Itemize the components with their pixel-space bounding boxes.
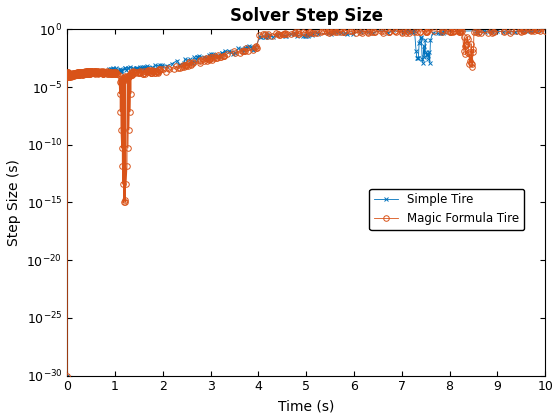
Magic Formula Tire — [64, 373, 71, 378]
Simple Tire — [535, 27, 542, 32]
Simple Tire — [379, 27, 386, 32]
Simple Tire — [64, 373, 71, 378]
Simple Tire — [64, 72, 71, 77]
Legend: Simple Tire, Magic Formula Tire: Simple Tire, Magic Formula Tire — [370, 189, 524, 230]
X-axis label: Time (s): Time (s) — [278, 399, 334, 413]
Simple Tire — [66, 74, 72, 79]
Magic Formula Tire — [541, 29, 548, 34]
Magic Formula Tire — [329, 29, 336, 34]
Simple Tire — [74, 73, 81, 78]
Magic Formula Tire — [82, 69, 88, 74]
Magic Formula Tire — [440, 27, 447, 32]
Simple Tire — [77, 71, 83, 76]
Simple Tire — [68, 72, 74, 77]
Simple Tire — [76, 70, 83, 75]
Line: Magic Formula Tire: Magic Formula Tire — [64, 27, 547, 378]
Magic Formula Tire — [140, 71, 147, 76]
Title: Solver Step Size: Solver Step Size — [230, 7, 382, 25]
Magic Formula Tire — [411, 29, 418, 34]
Magic Formula Tire — [351, 28, 357, 33]
Y-axis label: Step Size (s): Step Size (s) — [7, 159, 21, 246]
Magic Formula Tire — [119, 77, 125, 82]
Line: Simple Tire: Simple Tire — [65, 27, 542, 378]
